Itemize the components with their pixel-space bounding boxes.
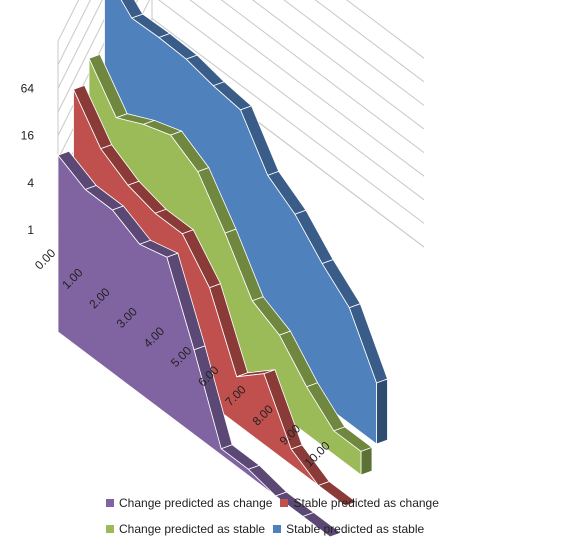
area-end-cap — [360, 446, 373, 476]
y-tick-label: 16 — [21, 129, 35, 143]
legend-swatch — [106, 499, 114, 507]
series-change-predicted-as-stable — [88, 53, 373, 476]
series-stable-predicted-as-change — [72, 84, 358, 507]
legend-label: Stable predicted as stable — [286, 522, 425, 536]
series-change-predicted-as-change — [57, 150, 342, 538]
y-tick-labels: 1 4 16 64 — [21, 81, 35, 237]
legend-item-change-predicted-as-change: Change predicted as change — [106, 496, 272, 510]
grid-line — [57, 0, 425, 130]
grid-line — [57, 0, 425, 83]
grid-line — [57, 0, 425, 106]
legend-item-stable-predicted-as-stable: Stable predicted as stable — [273, 522, 424, 536]
legend-item-change-predicted-as-stable: Change predicted as stable — [106, 522, 265, 536]
area-end-cap — [376, 378, 388, 445]
area-end-cap — [329, 532, 342, 538]
series-layer — [57, 0, 389, 538]
legend-swatch — [273, 525, 282, 533]
legend-label: Change predicted as change — [119, 496, 273, 510]
x-tick-label: 0.00 — [32, 246, 59, 273]
legend-label: Change predicted as stable — [119, 522, 266, 536]
legend-swatch — [106, 525, 114, 533]
legend-row: Change predicted as stable Stable predic… — [106, 522, 432, 536]
area-end-cap — [345, 501, 357, 507]
y-tick-label: 1 — [27, 223, 34, 237]
legend-swatch — [280, 499, 289, 507]
area-face — [57, 154, 331, 538]
legend-row: Change predicted as change Stable predic… — [106, 496, 447, 510]
legend-label: Stable predicted as change — [293, 496, 439, 510]
area-edge-segment — [247, 464, 288, 497]
legend-item-stable-predicted-as-change: Stable predicted as change — [280, 496, 439, 510]
y-tick-label: 64 — [21, 81, 35, 95]
y-tick-label: 4 — [27, 176, 34, 190]
series-stable-predicted-as-stable — [104, 0, 389, 445]
